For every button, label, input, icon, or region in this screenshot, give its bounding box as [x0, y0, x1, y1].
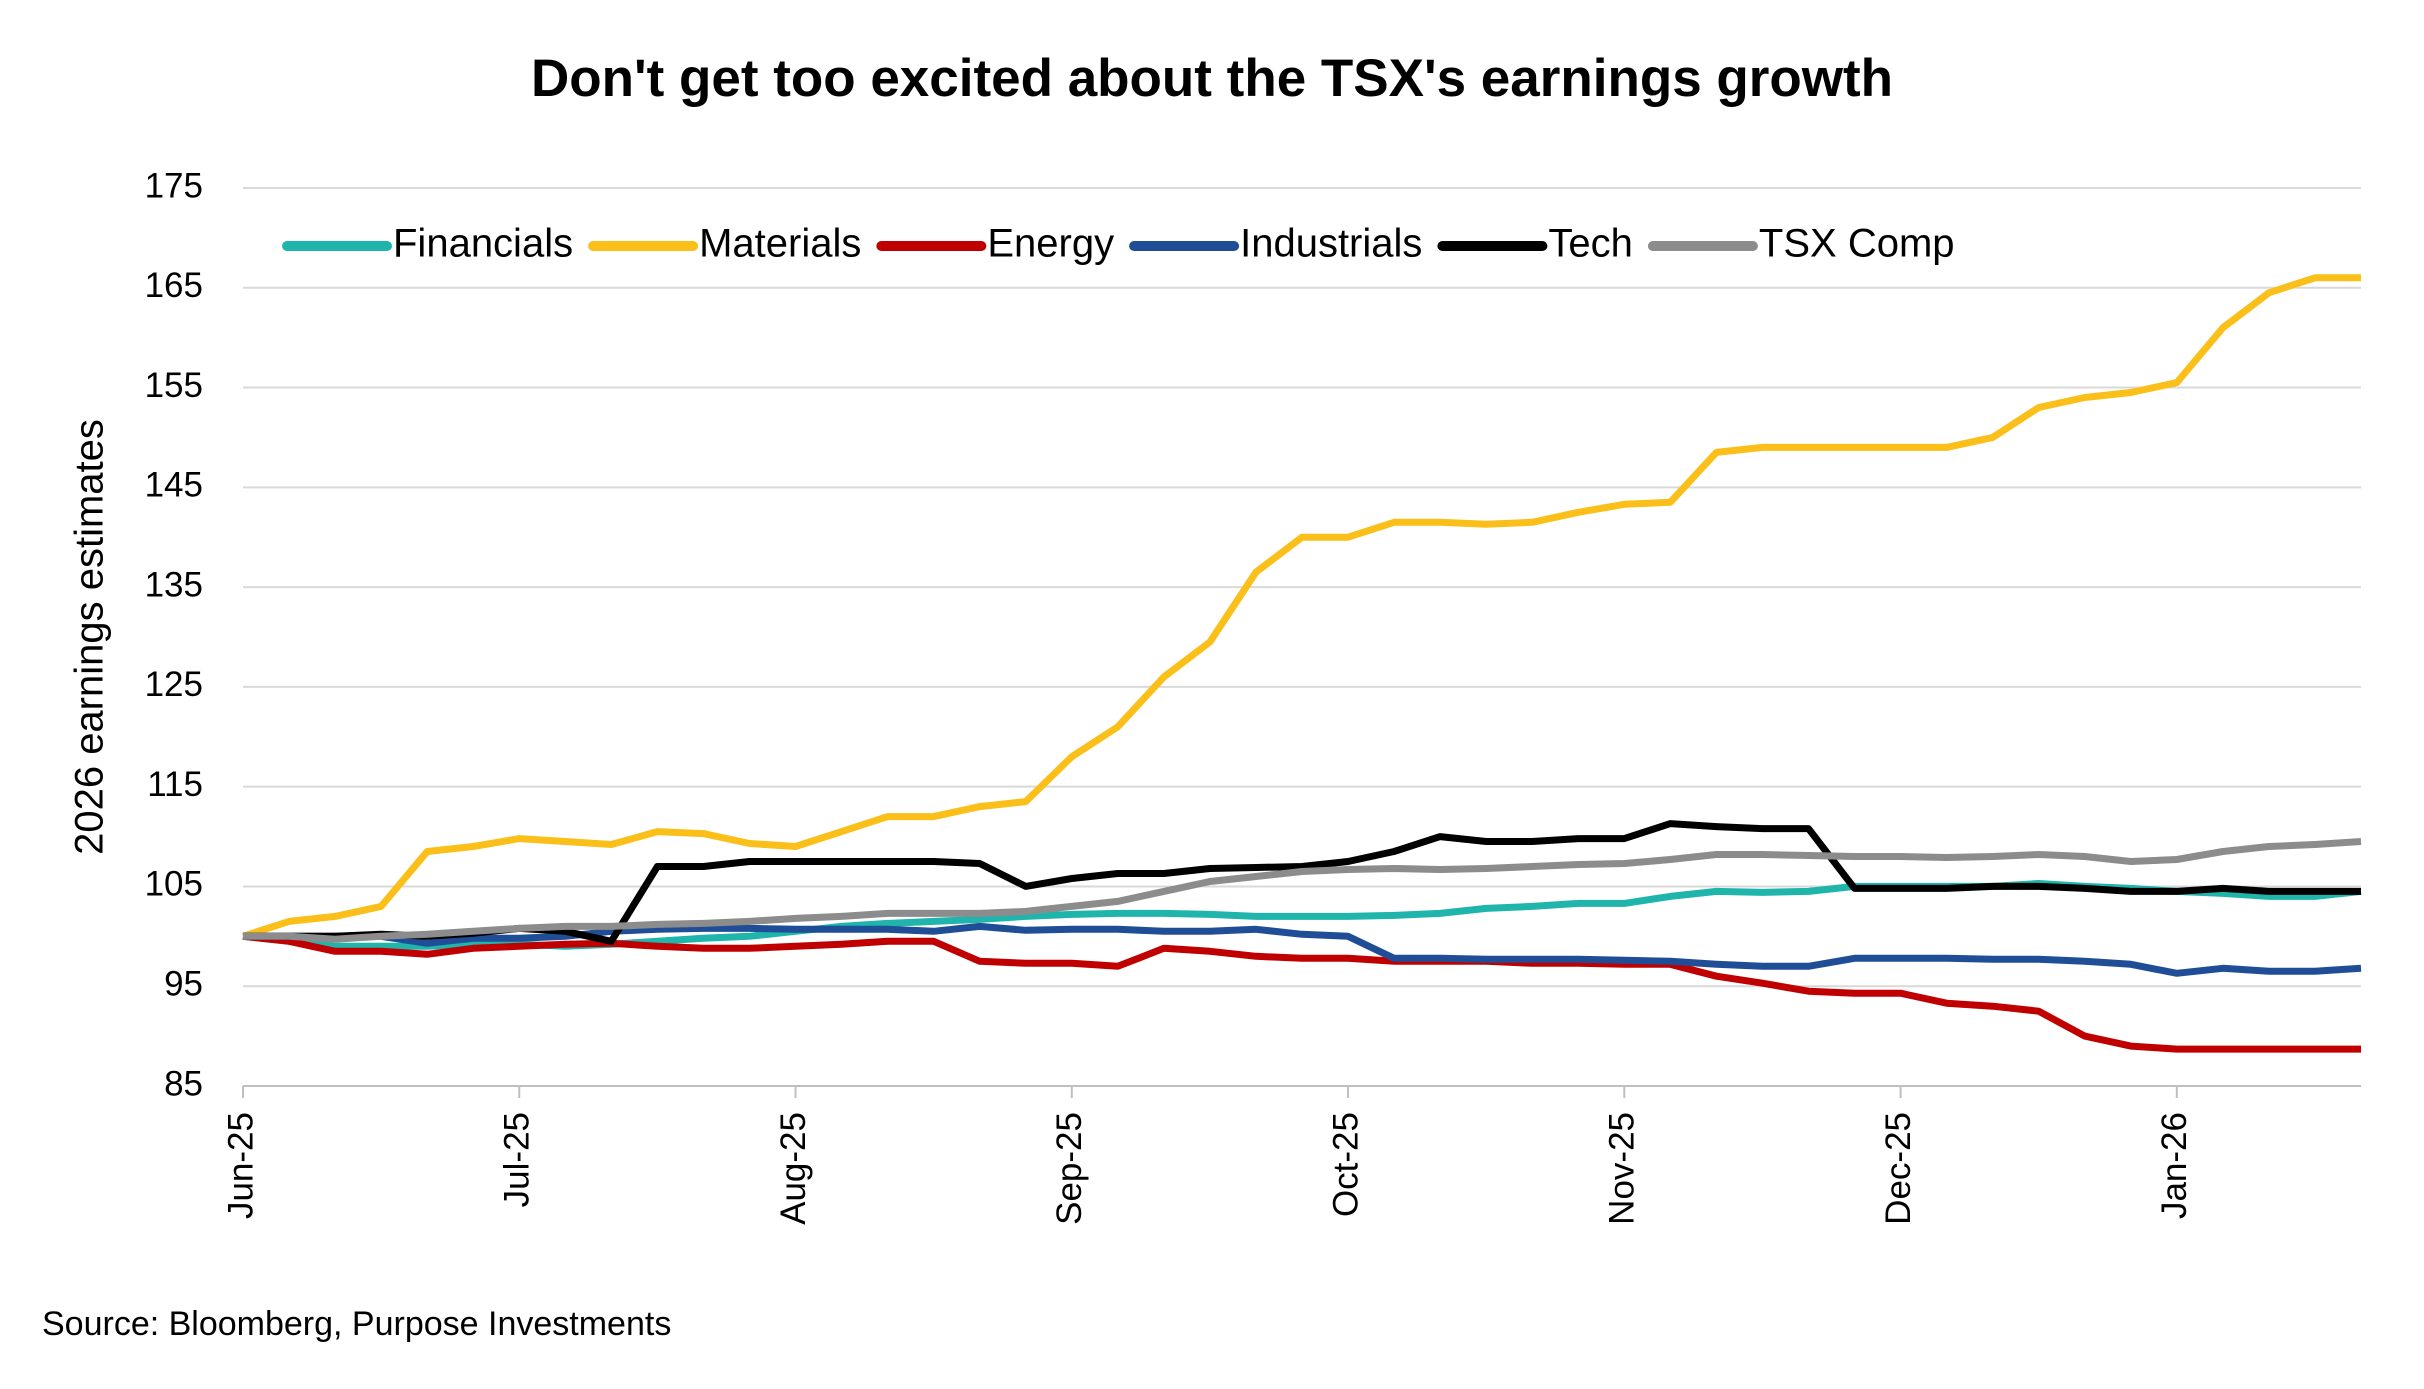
x-tick-label: Dec-25: [1879, 1112, 1918, 1225]
x-tick-label: Sep-25: [1050, 1112, 1089, 1225]
legend-label: Tech: [1548, 222, 1633, 266]
y-tick-label: 165: [145, 266, 203, 305]
series-line: [241, 274, 2361, 940]
legend-label: Financials: [393, 222, 573, 266]
chart-title: Don't get too excited about the TSX's ea…: [531, 49, 1893, 108]
x-tick-label: Jun-25: [221, 1112, 260, 1219]
x-tick-label: Nov-25: [1603, 1112, 1642, 1225]
y-tick-label: 105: [145, 865, 203, 904]
y-tick-label: 155: [145, 366, 203, 405]
series-line: [243, 820, 2361, 945]
legend-label: Energy: [987, 222, 1114, 266]
y-tick-label: 145: [145, 466, 203, 505]
y-tick-label: 115: [147, 765, 203, 804]
x-tick-label: Oct-25: [1326, 1112, 1365, 1217]
legend-label: Industrials: [1240, 222, 1422, 266]
y-tick-label: 85: [164, 1064, 203, 1103]
series-line: [243, 922, 2362, 977]
legend-label: TSX Comp: [1759, 222, 1955, 266]
y-tick-label: 175: [145, 166, 203, 205]
y-tick-label: 95: [164, 964, 203, 1003]
legend-label: Materials: [699, 222, 861, 266]
x-tick-label: Jul-25: [498, 1112, 537, 1207]
y-axis-label: 2026 earnings estimates: [68, 419, 112, 855]
series-line: [243, 838, 2362, 943]
y-tick-label: 125: [145, 665, 203, 704]
series-line: [242, 932, 2361, 1053]
source-note: Source: Bloomberg, Purpose Investments: [42, 1305, 671, 1343]
x-tick-label: Aug-25: [774, 1112, 813, 1225]
x-tick-label: Jan-26: [2155, 1112, 2194, 1219]
y-tick-label: 135: [145, 565, 203, 604]
